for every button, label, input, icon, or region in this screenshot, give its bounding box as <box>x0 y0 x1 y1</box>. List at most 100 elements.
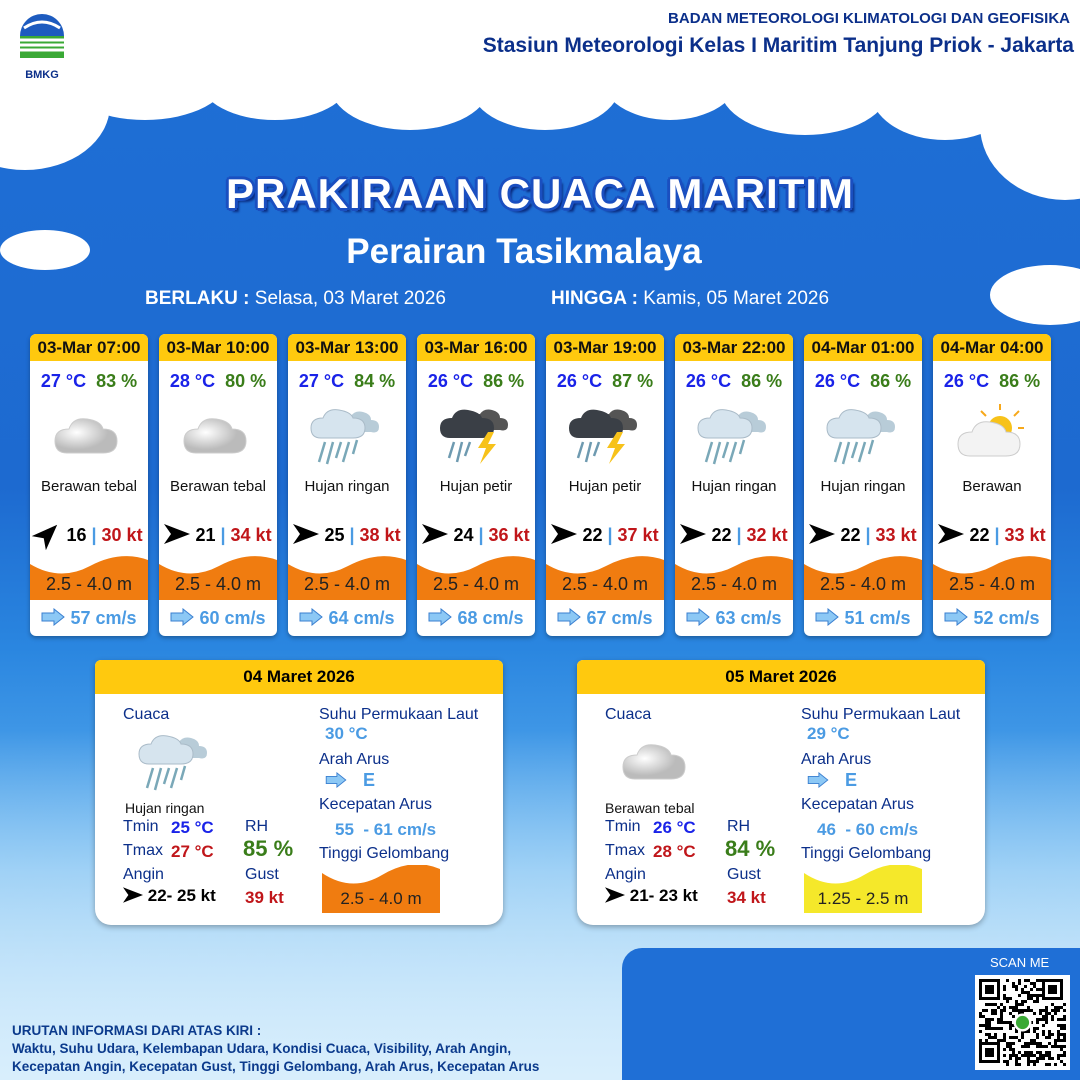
card-rh: 83 % <box>96 371 138 391</box>
wind-direction-icon <box>809 524 836 544</box>
current-speed-label: Kecepatan Arus <box>319 796 432 813</box>
valid-from-label: BERLAKU : <box>145 288 250 309</box>
wave-label: Tinggi Gelombang <box>801 845 932 862</box>
gust-value: 39 kt <box>245 888 284 907</box>
current-speed-value: 55 - 61 cm/s <box>335 820 437 839</box>
card-current-speed: 51 cm/s <box>844 608 911 628</box>
card-current: 57 cm/s <box>30 607 148 629</box>
rh-label: RH <box>245 818 269 835</box>
light-rain-icon <box>307 398 387 468</box>
card-current-speed: 57 cm/s <box>70 608 137 628</box>
card-current-speed: 63 cm/s <box>715 608 782 628</box>
current-arrow-icon <box>299 607 324 627</box>
sst-label: Suhu Permukaan Laut <box>801 706 961 723</box>
gust-value: 34 kt <box>727 888 766 907</box>
current-direction-value: E <box>363 770 376 790</box>
card-wind-speed: 25 <box>324 525 345 545</box>
rh-label: RH <box>727 818 751 835</box>
tmin-value: 25 °C <box>171 818 214 837</box>
card-wind-speed: 22 <box>969 525 990 545</box>
card-condition: Hujan ringan <box>691 478 777 495</box>
sst-value: 30 °C <box>325 724 368 743</box>
card-wind: 25 | 38 kt <box>288 524 406 546</box>
card-condition: Hujan ringan <box>820 478 906 495</box>
card-current: 63 cm/s <box>675 607 793 629</box>
panel-wind: 22- 25 kt <box>123 886 216 906</box>
card-wave: 2.5 - 4.0 m <box>159 554 277 600</box>
card-temp-rh: 28 °C 80 % <box>159 371 277 392</box>
current-arrow-icon <box>557 607 582 627</box>
card-condition: Hujan ringan <box>304 478 390 495</box>
card-gust: 33 kt <box>875 525 917 545</box>
card-temp-rh: 26 °C 86 % <box>675 371 793 392</box>
wind-label: Angin <box>605 866 646 883</box>
current-arrow-icon <box>41 607 66 627</box>
card-rh: 86 % <box>999 371 1041 391</box>
card-time: 04-Mar 01:00 <box>804 334 922 361</box>
footer-line1: Waktu, Suhu Udara, Kelembapan Udara, Kon… <box>12 1041 512 1056</box>
tmax-label: Tmax <box>605 842 645 859</box>
card-wind-speed: 24 <box>453 525 474 545</box>
panel-wave: 1.25 - 2.5 m <box>804 864 922 913</box>
current-arrow-icon <box>944 607 969 627</box>
valid-from-date: Selasa, 03 Maret 2026 <box>254 288 446 309</box>
card-condition: Berawan tebal <box>170 478 266 495</box>
card-wind: 22 | 32 kt <box>675 524 793 546</box>
card-time: 03-Mar 16:00 <box>417 334 535 361</box>
panel-date: 04 Maret 2026 <box>95 660 503 694</box>
card-temp-rh: 26 °C 86 % <box>933 371 1051 392</box>
card-rh: 80 % <box>225 371 267 391</box>
card-condition: Berawan <box>962 478 1022 495</box>
tmin-label: Tmin <box>123 818 159 835</box>
forecast-card: 03-Mar 19:00 26 °C 87 % Hujan petir 22 |… <box>546 334 664 636</box>
wind-label: Angin <box>123 866 164 883</box>
card-wind-speed: 21 <box>195 525 216 545</box>
panel-condition: Hujan ringan <box>125 800 205 816</box>
panel-wind: 21- 23 kt <box>605 886 698 906</box>
card-wave: 2.5 - 4.0 m <box>933 554 1051 600</box>
card-time: 03-Mar 13:00 <box>288 334 406 361</box>
card-time: 04-Mar 04:00 <box>933 334 1051 361</box>
rh-value: 84 % <box>725 836 776 861</box>
card-temp-rh: 26 °C 86 % <box>804 371 922 392</box>
wind-direction-icon <box>293 524 320 544</box>
cloudy-icon <box>617 724 697 799</box>
card-current: 52 cm/s <box>933 607 1051 629</box>
partly-cloudy-icon <box>952 398 1032 468</box>
card-wave-height: 2.5 - 4.0 m <box>690 574 778 594</box>
card-current-speed: 64 cm/s <box>328 608 395 628</box>
valid-to-label: HINGGA : <box>551 288 638 309</box>
current-direction-label: Arah Arus <box>319 751 390 768</box>
card-rh: 86 % <box>870 371 912 391</box>
card-wave-height: 2.5 - 4.0 m <box>819 574 907 594</box>
station-name: Stasiun Meteorologi Kelas I Maritim Tanj… <box>482 34 1074 57</box>
wind-direction-icon <box>164 524 191 544</box>
footer-line2: Kecepatan Angin, Kecepatan Gust, Tinggi … <box>12 1059 540 1074</box>
card-gust: 30 kt <box>101 525 143 545</box>
card-gust: 33 kt <box>1004 525 1046 545</box>
card-temp: 26 °C <box>427 371 474 391</box>
card-wind: 21 | 34 kt <box>159 524 277 546</box>
cloudy-icon <box>178 398 258 468</box>
bmkg-logo: BMKG <box>14 12 70 81</box>
thunderstorm-icon <box>565 398 645 468</box>
card-wave: 2.5 - 4.0 m <box>288 554 406 600</box>
card-temp: 26 °C <box>685 371 732 391</box>
weather-label: Cuaca <box>605 706 652 723</box>
current-arrow-icon <box>325 772 347 788</box>
card-wave: 2.5 - 4.0 m <box>804 554 922 600</box>
card-time: 03-Mar 07:00 <box>30 334 148 361</box>
wind-direction-icon <box>680 524 707 544</box>
wind-direction-icon <box>938 524 965 544</box>
card-current-speed: 67 cm/s <box>586 608 653 628</box>
wind-direction-icon <box>32 524 58 551</box>
current-arrow-icon <box>807 772 829 788</box>
card-gust: 38 kt <box>359 525 401 545</box>
qr-code[interactable] <box>975 975 1070 1070</box>
thunderstorm-icon <box>436 398 516 468</box>
card-wave-height: 2.5 - 4.0 m <box>303 574 391 594</box>
card-wave-height: 2.5 - 4.0 m <box>45 574 133 594</box>
card-temp-rh: 27 °C 83 % <box>30 371 148 392</box>
card-wave: 2.5 - 4.0 m <box>417 554 535 600</box>
card-current-speed: 52 cm/s <box>973 608 1040 628</box>
